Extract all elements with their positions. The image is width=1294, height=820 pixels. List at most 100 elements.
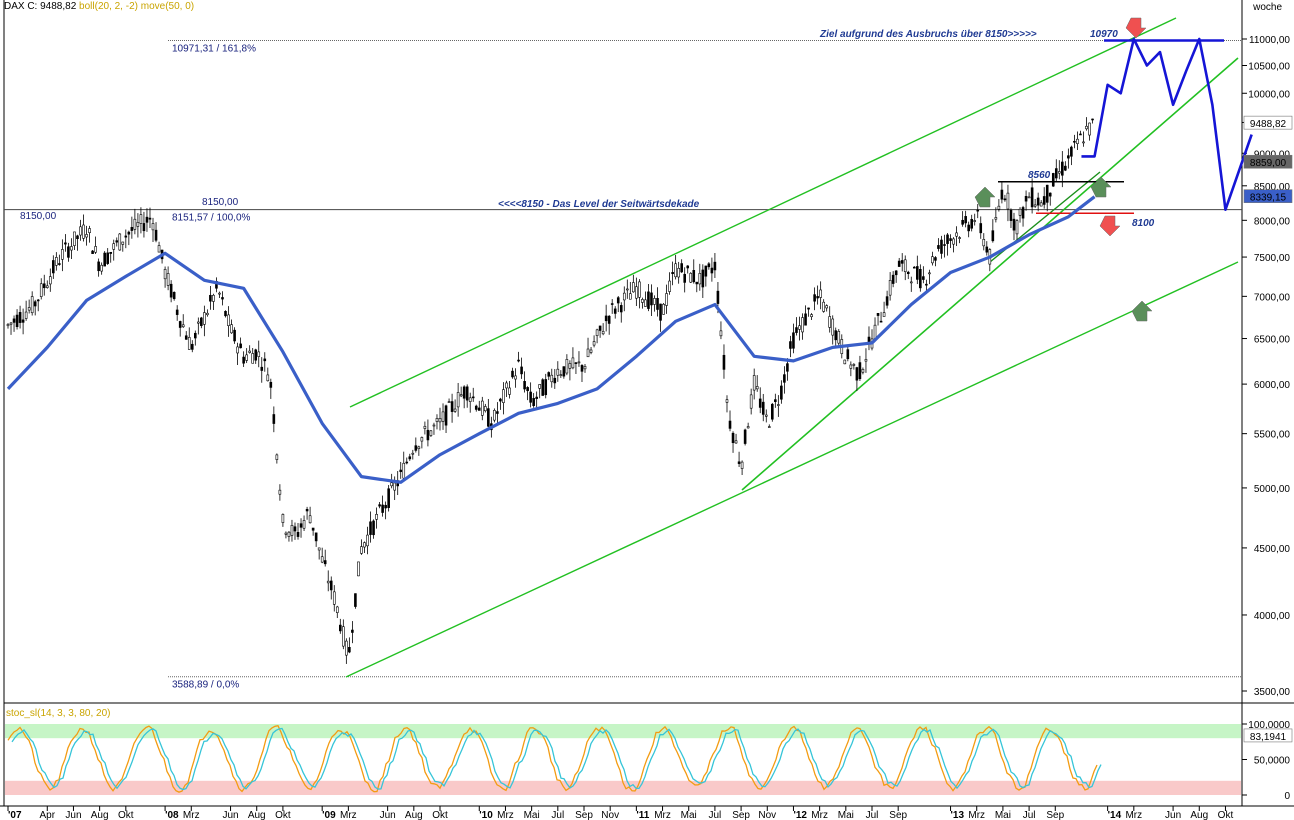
- price-candle: [317, 547, 321, 551]
- price-candle: [668, 280, 671, 292]
- price-candle: [453, 408, 457, 412]
- time-tick-label: Okt: [1218, 810, 1234, 820]
- price-candle: [970, 218, 973, 229]
- price-candle: [206, 312, 209, 316]
- price-candle: [659, 303, 662, 321]
- time-tick-label: Sep: [575, 810, 593, 820]
- price-candle: [260, 366, 264, 371]
- price-candle: [1076, 138, 1079, 144]
- price-candle: [647, 291, 650, 309]
- time-tick-label: Mai: [838, 810, 854, 820]
- price-candle: [1091, 118, 1094, 121]
- time-tick-label: Aug: [248, 810, 266, 820]
- price-candle: [342, 626, 345, 647]
- price-candle: [1082, 141, 1085, 144]
- oscillator-value-box: [1243, 728, 1293, 743]
- price-candle: [480, 400, 484, 416]
- time-tick-label: Jun: [1165, 810, 1181, 820]
- price-candle: [24, 311, 28, 319]
- price-candle: [1009, 209, 1013, 221]
- price-candle: [761, 401, 765, 415]
- price-candle: [100, 264, 103, 272]
- price-candle: [12, 318, 16, 323]
- price-candle: [792, 332, 795, 349]
- price-candle: [420, 437, 424, 442]
- price-candle: [858, 362, 862, 380]
- price-candle: [671, 272, 674, 275]
- price-candle: [351, 629, 354, 633]
- time-tick-label: Jun: [222, 810, 238, 820]
- price-candle: [203, 312, 206, 325]
- price-candle: [345, 640, 348, 656]
- price-candle: [607, 315, 611, 324]
- price-candle: [822, 301, 825, 312]
- time-tick-label: Sep: [889, 810, 907, 820]
- price-candle: [1024, 195, 1028, 202]
- price-candle: [477, 407, 481, 411]
- price-candle: [813, 294, 816, 302]
- price-candle: [749, 394, 753, 409]
- price-candle: [680, 263, 683, 273]
- price-candle: [33, 301, 37, 307]
- trend-channel-line: [349, 17, 1177, 408]
- price-candle: [441, 411, 445, 422]
- moving-average-label: move(50, 0): [140, 1, 195, 12]
- time-tick-label: '07: [8, 810, 22, 820]
- price-candle: [230, 324, 233, 334]
- price-candle: [885, 296, 889, 306]
- price-candle: [332, 591, 336, 605]
- price-candle: [450, 401, 454, 412]
- price-tick-label: 10000,00: [1248, 89, 1290, 100]
- price-candle: [716, 290, 720, 304]
- price-candle: [722, 354, 726, 370]
- price-candle: [369, 521, 372, 535]
- time-tick-label: Mrz: [811, 810, 828, 820]
- time-tick-label: Nov: [601, 810, 619, 820]
- price-candle: [487, 408, 490, 427]
- price-candle: [622, 292, 626, 301]
- price-candle: [1027, 196, 1031, 199]
- price-candle: [326, 580, 330, 584]
- price-candle: [311, 527, 315, 531]
- price-candle: [1073, 140, 1076, 143]
- time-tick-label: Mrz: [1125, 810, 1142, 820]
- price-candle: [103, 252, 106, 267]
- price-candle: [378, 504, 381, 507]
- moving-average-line: [6, 195, 1096, 484]
- price-candle: [1030, 187, 1034, 208]
- oscillator-value-label: 83,1941: [1250, 732, 1287, 743]
- price-candle: [82, 224, 85, 239]
- price-candle: [320, 556, 324, 563]
- price-candle: [281, 514, 285, 523]
- price-candle: [695, 281, 699, 285]
- price-candle: [523, 381, 526, 390]
- price-candle: [471, 396, 475, 399]
- time-tick-label: '12: [793, 810, 807, 820]
- price-candle: [194, 332, 197, 339]
- price-candle: [1058, 171, 1061, 174]
- price-candle: [335, 606, 339, 613]
- price-candle: [387, 488, 390, 508]
- price-candle: [1033, 204, 1037, 207]
- price-candle: [819, 289, 822, 298]
- price-candle: [922, 276, 925, 280]
- fib-level-label: 10971,31 / 161,8%: [172, 43, 256, 54]
- resistance-8560-label: 8560: [1028, 170, 1051, 181]
- stochastic-upper-zone: [5, 724, 1241, 739]
- price-candle: [109, 251, 113, 254]
- price-candle: [384, 504, 387, 509]
- price-candle: [583, 366, 587, 370]
- time-tick-label: Mai: [995, 810, 1011, 820]
- price-candle: [783, 374, 786, 383]
- price-candle: [547, 372, 551, 377]
- price-candle: [399, 469, 403, 473]
- price-tick-label: 4500,00: [1254, 544, 1291, 555]
- price-candle: [710, 267, 714, 274]
- price-candle: [166, 273, 170, 286]
- time-tick-label: Jul: [551, 810, 564, 820]
- price-candle: [218, 292, 221, 295]
- price-candle: [692, 270, 696, 283]
- price-candle: [837, 331, 841, 344]
- price-candle: [541, 379, 545, 396]
